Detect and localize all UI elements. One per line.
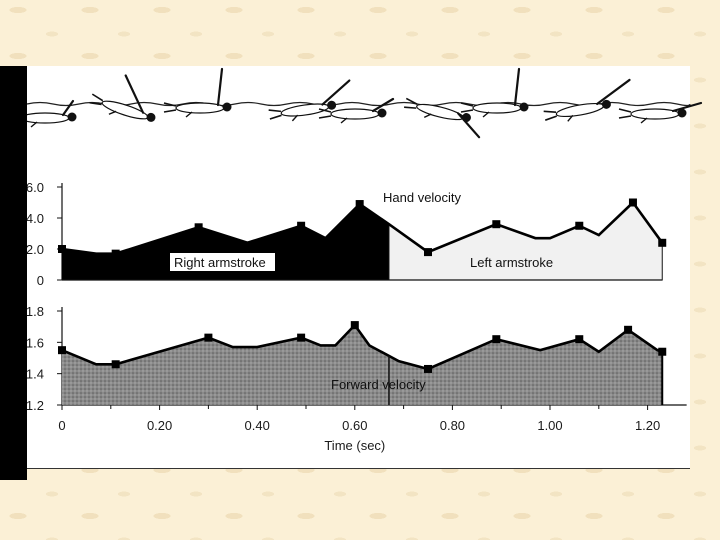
swimmer-shading — [108, 110, 117, 115]
x-tick-label: 1.00 — [537, 418, 562, 433]
swimmer-head — [377, 108, 387, 118]
y-tick-label: 1.2 — [26, 398, 44, 413]
swimmer-arm — [124, 74, 145, 114]
forward-velocity-point — [111, 360, 120, 369]
forward-velocity-point — [575, 335, 584, 344]
hand-velocity-point — [58, 245, 66, 253]
right-armstroke-label-bg — [170, 253, 275, 271]
swimmer-shading — [185, 111, 193, 118]
swimmer-shading — [640, 117, 648, 124]
y-tick-label: 1.8 — [26, 304, 44, 319]
swimmer-body — [472, 102, 522, 114]
hand-velocity-point — [297, 221, 306, 230]
swimmer-body — [630, 108, 680, 120]
right-armstroke-label: Right armstroke — [174, 255, 266, 270]
bottom-rule — [27, 468, 690, 469]
swimmer-figure — [543, 78, 631, 122]
swimmer-figure — [318, 97, 395, 124]
swimmer-arm — [596, 78, 631, 106]
hand-velocity-point — [355, 200, 364, 209]
swimmer-legs — [460, 102, 474, 113]
x-axis-title: Time (sec) — [324, 438, 385, 453]
swimmer-shading — [423, 113, 432, 118]
y-tick-label: 0 — [37, 273, 44, 288]
y-tick-label: 1.4 — [26, 367, 44, 382]
swimmer-figure — [618, 101, 703, 124]
forward-velocity-area — [62, 325, 663, 405]
swimmer-figure — [404, 97, 481, 139]
forward-velocity-point — [424, 364, 432, 373]
hand-velocity-point — [492, 220, 501, 229]
swimmer-shading — [291, 114, 299, 122]
swimmer-figure — [89, 74, 156, 122]
forward-velocity-point — [658, 347, 667, 356]
y-tick-label: 6.0 — [26, 180, 44, 195]
x-tick-label: 0 — [58, 418, 65, 433]
swimmer-arm — [321, 79, 351, 106]
right-armstroke-area — [62, 204, 389, 280]
swimmer-shading — [567, 114, 574, 122]
forward-velocity-point — [204, 333, 213, 342]
forward-velocity-point — [297, 333, 306, 342]
x-tick-label: 1.20 — [635, 418, 660, 433]
y-tick-label: 2.0 — [26, 242, 44, 257]
swimmer-arm — [671, 101, 703, 113]
swimmer-head — [67, 112, 77, 122]
forward-velocity-point — [492, 335, 501, 344]
swimmer-legs — [404, 97, 418, 109]
swimmer-illustration-strip — [8, 67, 703, 139]
hand-velocity-line — [61, 200, 664, 255]
y-tick-label: 1.6 — [26, 335, 44, 350]
swimmer-figure — [268, 79, 351, 122]
swimmer-head — [222, 102, 232, 112]
left-armstroke-label: Left armstroke — [470, 255, 553, 270]
swimmer-figure — [460, 67, 529, 118]
hand-velocity-chart: 6.0 4.0 2.0 0 Hand velocity Right armstroke Le… — [26, 180, 667, 288]
swimmer-head — [519, 102, 529, 112]
swimmer-arm — [61, 99, 75, 117]
forward-velocity-line — [61, 323, 663, 371]
swimmer-arm — [371, 97, 395, 113]
swimmer-arm — [457, 112, 481, 139]
swimmer-legs — [268, 109, 282, 120]
swimmer-head — [601, 99, 611, 109]
swimmer-arm — [216, 67, 224, 107]
swimmer-arm — [513, 67, 521, 107]
forward-velocity-label: Forward velocity — [331, 377, 426, 392]
forward-velocity-point — [58, 346, 66, 355]
forward-velocity-chart: 1.8 1.6 1.4 1.2 Forward velocity 0 0.20 0.40 0.6… — [26, 304, 687, 453]
x-tick-label: 0.80 — [440, 418, 465, 433]
swimmer-figure — [8, 99, 77, 128]
y-tick-label: 4.0 — [26, 211, 44, 226]
swimmer-body — [330, 108, 380, 120]
swimmer-legs — [618, 108, 632, 119]
hand-velocity-point — [194, 223, 203, 232]
swimmer-body — [20, 112, 70, 124]
swimmer-shading — [30, 121, 38, 128]
swimmer-head — [146, 112, 156, 122]
hand-velocity-point — [658, 238, 667, 247]
swimmer-legs — [318, 108, 332, 119]
hand-velocity-label: Hand velocity — [383, 190, 462, 205]
forward-velocity-point — [350, 321, 359, 330]
x-tick-label: 0.60 — [342, 418, 367, 433]
swimmer-shading — [340, 117, 348, 124]
swimmer-legs — [543, 110, 557, 121]
swimmer-figure — [163, 67, 232, 118]
left-black-bar — [0, 66, 27, 480]
swimmer-head — [677, 108, 687, 118]
x-tick-label: 0.40 — [245, 418, 270, 433]
swimmer-body — [175, 102, 225, 114]
hand-velocity-point — [111, 249, 120, 258]
hand-velocity-point — [424, 248, 432, 257]
swimmer-head — [327, 100, 337, 110]
swimmer-legs — [163, 102, 177, 113]
swimmer-legs — [89, 93, 104, 106]
hand-velocity-point — [575, 221, 584, 230]
swimmer-shading — [482, 111, 490, 118]
hand-velocity-point — [628, 198, 637, 207]
forward-velocity-point — [624, 325, 633, 334]
x-tick-label: 0.20 — [147, 418, 172, 433]
